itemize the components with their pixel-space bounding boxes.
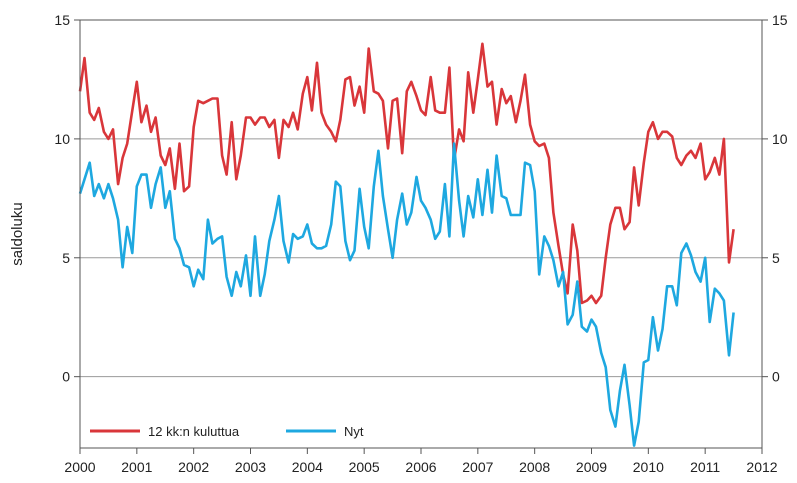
x-tick-label-2008: 2008 [519, 459, 550, 475]
y-tick-label-left-5: 5 [62, 250, 70, 266]
x-tick-label-2003: 2003 [235, 459, 266, 475]
x-tick-label-2004: 2004 [292, 459, 323, 475]
y-tick-label-right-15: 15 [772, 12, 788, 28]
y-axis-left: 0 5 10 15 [54, 12, 80, 385]
y-tick-label-right-0: 0 [772, 369, 780, 385]
legend: 12 kk:n kuluttua Nyt [90, 424, 364, 439]
legend-label-series-12kk: 12 kk:n kuluttua [148, 424, 240, 439]
x-tick-label-2007: 2007 [462, 459, 493, 475]
x-tick-label-2002: 2002 [178, 459, 209, 475]
plot-area [80, 20, 762, 448]
y-tick-label-right-5: 5 [772, 250, 780, 266]
y-tick-label-left-15: 15 [54, 12, 70, 28]
y-axis-title: saldoluku [9, 202, 26, 265]
x-tick-label-2010: 2010 [633, 459, 664, 475]
y-tick-label-left-10: 10 [54, 131, 70, 147]
x-axis: 2000 2001 2002 2003 2004 2005 2006 2007 2008 2009… [64, 448, 778, 475]
series-layer [78, 42, 735, 447]
x-tick-label-2001: 2001 [121, 459, 152, 475]
x-tick-label-2006: 2006 [405, 459, 436, 475]
legend-label-series-nyt: Nyt [344, 424, 364, 439]
x-tick-label-2000: 2000 [64, 459, 95, 475]
y-tick-label-left-0: 0 [62, 369, 70, 385]
series-12kk-line [78, 42, 735, 305]
x-tick-label-2011: 2011 [690, 459, 720, 475]
y-tick-label-right-10: 10 [772, 131, 788, 147]
y-axis-right: 0 5 10 15 [762, 12, 788, 385]
series-nyt-line [78, 142, 735, 447]
x-tick-label-2012: 2012 [746, 459, 777, 475]
x-tick-label-2005: 2005 [349, 459, 380, 475]
x-tick-label-2009: 2009 [576, 459, 607, 475]
